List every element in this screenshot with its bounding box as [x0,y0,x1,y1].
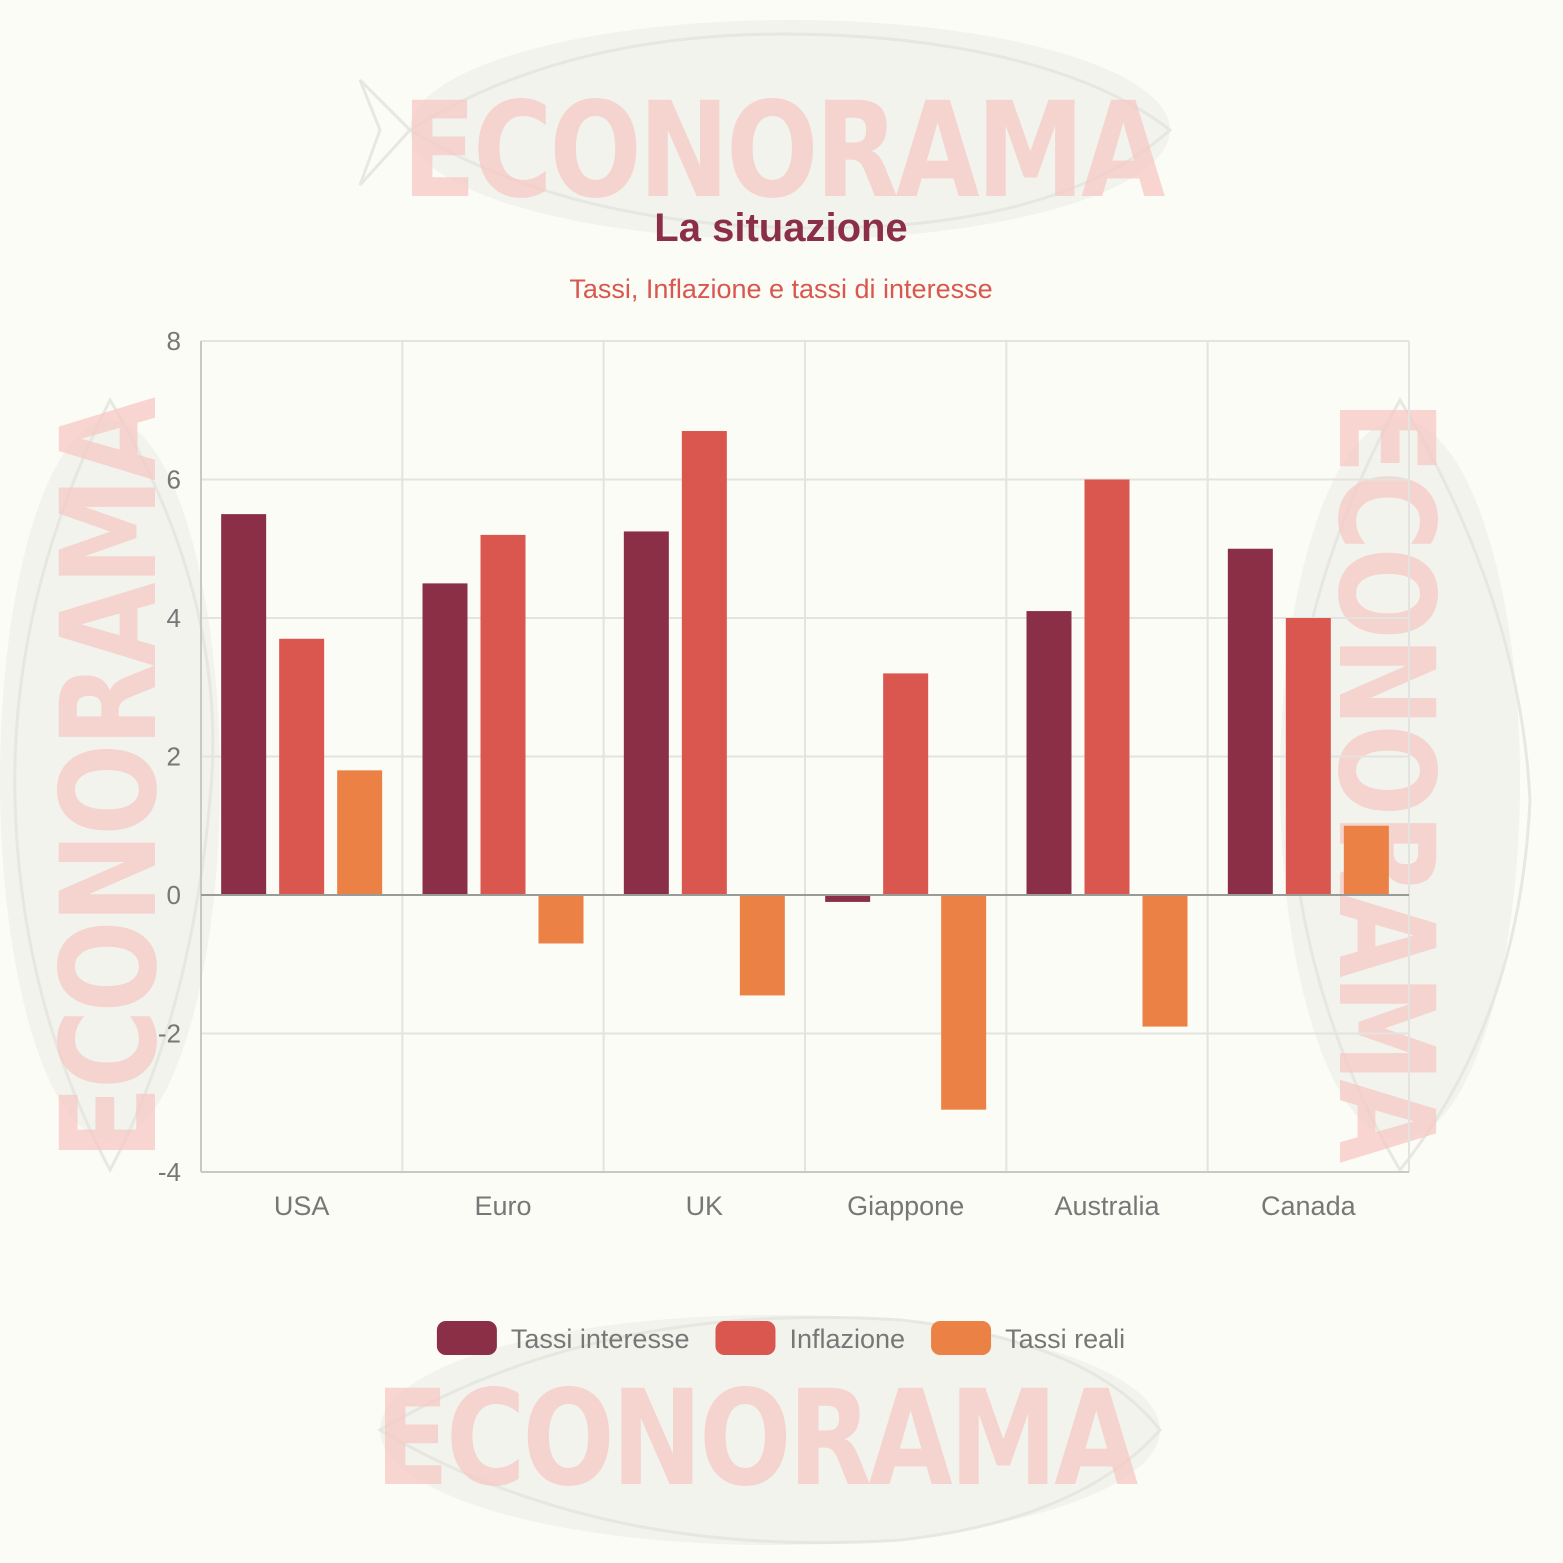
y-tick-label: 6 [167,465,181,495]
chart-subtitle: Tassi, Inflazione e tassi di interesse [569,274,992,304]
bar-inflazione-uk [681,431,727,895]
bar-tassi-reali-australia [1142,895,1188,1027]
fish-illustration-left [0,396,220,1174]
y-tick-label: 4 [167,603,181,633]
legend-item[interactable]: Tassi interesse [436,1321,690,1355]
legend: Tassi interesse Inflazione Tassi reali [436,1321,1125,1355]
bar-inflazione-australia [1084,479,1130,895]
bar-inflazione-canada [1285,618,1331,895]
x-axis-labels: USA Euro UK Giappone Australia Canada [274,1191,1357,1221]
bar-tassi-reali-canada [1343,825,1389,895]
watermark-logo-group: ECONORAMA ECONORAMA ECONORAMA ECONORAMA [33,74,1462,1516]
x-tick-label: Giappone [847,1191,964,1221]
bars [221,431,1389,1110]
axes [200,341,1409,1173]
fish-illustration-top [358,20,1173,240]
x-tick-label: USA [274,1191,330,1221]
legend-label: Inflazione [789,1324,905,1354]
bar-tassi-interesse-euro [422,583,468,895]
watermark-logo-left: ECONORAMA [33,397,187,1160]
legend-item[interactable]: Tassi reali [931,1321,1125,1355]
watermark-logo-right: ECONORAMA [1308,400,1462,1163]
bar-tassi-interesse-usa [221,514,267,895]
bar-inflazione-usa [279,638,325,895]
legend-swatch [436,1321,497,1355]
legend-item[interactable]: Inflazione [715,1321,905,1355]
bar-tassi-reali-euro [538,895,584,944]
bar-inflazione-euro [480,534,526,895]
bar-inflazione-giappone [883,673,929,895]
bar-tassi-reali-uk [739,895,785,996]
x-tick-label: Australia [1054,1191,1160,1221]
y-tick-label: 8 [167,326,181,356]
y-tick-label: -4 [158,1157,181,1187]
legend-swatch [931,1321,992,1355]
bar-tassi-interesse-australia [1026,611,1072,895]
x-tick-label: UK [686,1191,724,1221]
watermark-logo-bottom: ECONORAMA [375,1362,1138,1516]
legend-label: Tassi reali [1005,1324,1125,1354]
x-tick-label: Euro [474,1191,531,1221]
y-tick-label: 0 [167,880,181,910]
bar-tassi-interesse-uk [623,531,669,895]
watermark-fish-group [0,20,1532,1545]
grid [201,340,1410,1173]
bar-tassi-interesse-canada [1227,548,1273,895]
y-axis-ticks: -4 -2 0 2 4 6 8 [158,326,181,1187]
legend-label: Tassi interesse [511,1324,690,1354]
bar-tassi-interesse-giappone [825,895,871,902]
y-tick-label: 2 [167,742,181,772]
watermark-logo-top: ECONORAMA [402,74,1165,228]
y-tick-label: -2 [158,1019,181,1049]
bar-tassi-reali-usa [337,770,383,895]
bar-tassi-reali-giappone [941,895,987,1110]
x-tick-label: Canada [1261,1191,1357,1221]
chart-title: La situazione [654,206,907,250]
fish-illustration-bottom [377,1315,1162,1545]
legend-swatch [715,1321,776,1355]
